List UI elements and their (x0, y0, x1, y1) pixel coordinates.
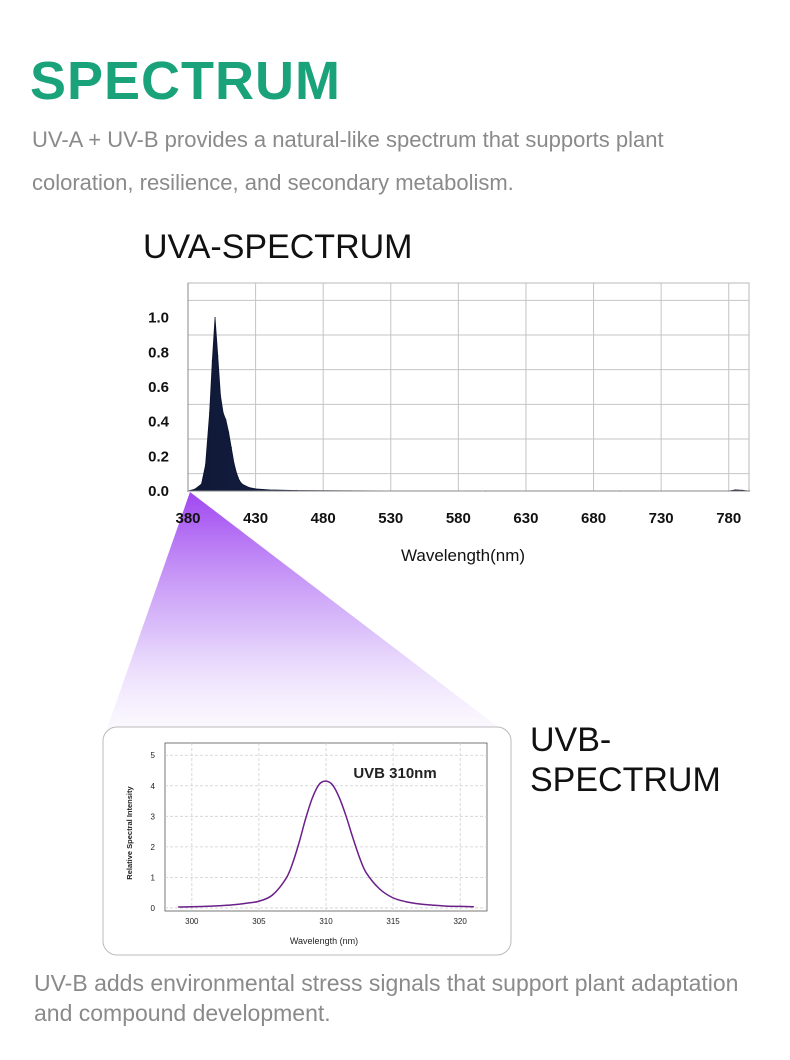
section-heading: SPECTRUM (30, 51, 342, 111)
uva-data-point (236, 473, 238, 475)
uva-data-point (211, 360, 213, 362)
uvb-data-point (419, 903, 421, 905)
uva-grid (188, 283, 749, 491)
uvb-data-points (177, 780, 475, 908)
uvb-data-point (459, 905, 461, 907)
uva-plot-area (187, 282, 750, 492)
uva-data-point (200, 483, 203, 485)
uvb-data-point (298, 841, 300, 843)
uvb-data-point (338, 797, 340, 799)
uva-data-point (209, 412, 211, 414)
uvb-data-point (312, 796, 314, 798)
uva-y-tick-label: 0.8 (148, 344, 169, 361)
uva-x-tick-label: 480 (311, 510, 336, 527)
uva-data-point (230, 447, 232, 449)
uva-y-tick-labels: 0.0 0.2 0.4 0.6 0.8 1.0 (148, 310, 170, 500)
uva-data-point (219, 395, 222, 397)
uva-data-point (225, 419, 227, 421)
uvb-y-tick-labels: 0 1 2 3 4 5 (151, 751, 156, 913)
uvb-data-point (204, 905, 206, 907)
uva-y-tick-label: 0.6 (148, 379, 169, 396)
uvb-data-point (231, 904, 233, 906)
uva-x-tick-label: 580 (446, 510, 471, 527)
uva-x-tick-label: 430 (243, 510, 268, 527)
uva-data-point (254, 488, 257, 490)
uvb-y-tick-label: 0 (151, 904, 156, 913)
uva-x-tick-label: 530 (378, 510, 403, 527)
uvb-data-point (325, 780, 327, 782)
uvb-x-tick-label: 310 (319, 917, 333, 926)
uvb-chart-title: UVB-SPECTRUM (530, 721, 721, 799)
uva-data-point (248, 486, 250, 489)
uvb-data-point (291, 863, 293, 865)
uvb-data-point (473, 906, 475, 908)
uva-data-point (238, 480, 240, 482)
uva-y-tick-label: 1.0 (148, 310, 169, 327)
uvb-peak-annotation: UVB 310nm (353, 765, 436, 782)
uvb-x-tick-labels: 300 305 310 315 320 (185, 917, 467, 926)
uvb-data-point (177, 906, 179, 908)
uvb-y-tick-label: 5 (151, 751, 156, 760)
uva-chart: 380 430 480 530 580 630 680 730 780 0.0 0.2 0.4 0.6… (148, 282, 750, 565)
uva-data-point (734, 489, 737, 491)
uv-projection-highlight (103, 492, 515, 740)
uvb-data-point (318, 783, 320, 785)
uvb-data-point (285, 878, 287, 880)
uvb-data-point (359, 857, 361, 859)
uvb-data-point (432, 904, 434, 906)
uvb-grid (165, 743, 487, 911)
uvb-x-tick-label: 305 (252, 917, 266, 926)
uvb-y-axis-label: Relative Spectral Intensity (125, 785, 134, 879)
uvb-x-tick-label: 300 (185, 917, 199, 926)
intro-text: UV-A + UV-B provides a natural-like spec… (32, 127, 664, 195)
uvb-data-point (392, 897, 394, 899)
uvb-data-point (305, 817, 307, 819)
uvb-data-point (218, 905, 220, 907)
uvb-y-tick-label: 2 (151, 843, 156, 852)
uva-x-tick-label: 730 (649, 510, 674, 527)
uva-data-point (241, 483, 243, 485)
uva-x-tick-label: 630 (513, 510, 538, 527)
uva-data-point (233, 462, 235, 464)
uva-x-tick-label: 380 (175, 510, 200, 527)
uvb-x-tick-label: 320 (453, 917, 467, 926)
uvb-data-point (191, 906, 193, 908)
uva-x-tick-labels: 380 430 480 530 580 630 680 730 780 (175, 510, 741, 527)
uvb-data-point (271, 894, 273, 896)
uva-y-tick-label: 0.0 (148, 483, 169, 500)
uva-y-tick-label: 0.2 (148, 448, 169, 465)
uva-x-tick-label: 680 (581, 510, 606, 527)
uvb-x-axis-label: Wavelength (nm) (290, 936, 358, 946)
uvb-y-tick-label: 1 (151, 873, 156, 882)
uvb-data-point (379, 888, 381, 890)
uvb-data-point (332, 784, 334, 786)
uvb-data-point (446, 905, 448, 907)
uvb-data-point (258, 900, 260, 902)
uva-data-point (227, 431, 230, 433)
uvb-y-tick-label: 4 (151, 782, 156, 791)
uva-data-point (217, 355, 219, 357)
uva-x-tick-label: 780 (716, 510, 741, 527)
uvb-data-point (365, 872, 367, 874)
uvb-data-point (245, 902, 246, 904)
uva-data-point (268, 489, 270, 491)
uvb-data-point (406, 901, 407, 903)
uva-data-point (214, 317, 216, 319)
uva-y-tick-label: 0.4 (148, 414, 170, 431)
uvb-chart: 300 305 310 315 320 0 1 2 3 4 5 UVB 310nm Wavelen… (125, 742, 488, 946)
uva-data-point (204, 464, 207, 466)
uva-x-axis-label: Wavelength(nm) (401, 546, 525, 565)
uvb-x-tick-label: 315 (386, 917, 400, 926)
uvb-y-tick-label: 3 (151, 812, 156, 821)
uvb-data-point (345, 815, 347, 817)
uva-data-point (222, 412, 224, 414)
uvb-data-point (352, 837, 354, 839)
uva-data-point (194, 488, 196, 490)
footer-text: UV-B adds environmental stress signals t… (34, 970, 739, 1026)
uva-chart-title: UVA-SPECTRUM (143, 228, 413, 266)
